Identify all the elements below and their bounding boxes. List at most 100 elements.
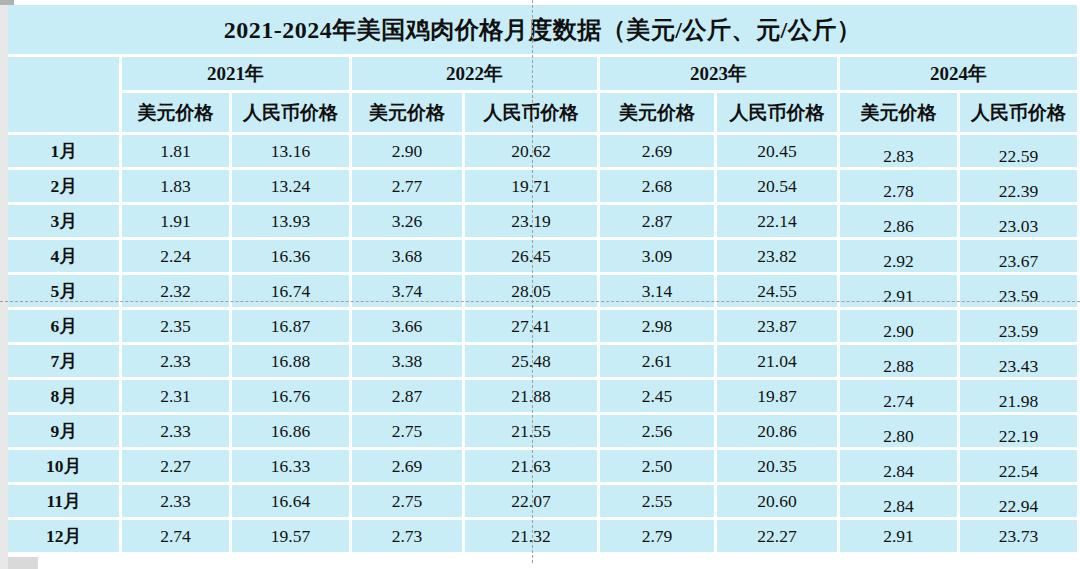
value-cell: 2.90	[840, 310, 957, 342]
value-cell: 22.14	[717, 205, 837, 237]
value-cell: 2.56	[600, 415, 714, 447]
price-type-header: 美元价格	[600, 93, 714, 132]
month-cell: 6月	[8, 310, 119, 342]
value-cell: 2.74	[122, 520, 229, 552]
sub-header-row: 美元价格 人民币价格 美元价格 人民币价格 美元价格 人民币价格 美元价格 人民…	[8, 93, 1077, 132]
month-cell: 2月	[8, 170, 119, 202]
value-cell: 2.84	[840, 450, 957, 482]
value-cell: 20.35	[717, 450, 837, 482]
value-cell: 21.32	[465, 520, 597, 552]
value-cell: 2.86	[840, 205, 957, 237]
value-cell: 2.77	[352, 170, 462, 202]
table-row: 11月 2.3316.642.7522.072.5520.602.8422.94	[8, 485, 1077, 517]
value-cell: 23.43	[960, 345, 1077, 377]
value-cell: 21.55	[465, 415, 597, 447]
value-cell: 2.61	[600, 345, 714, 377]
value-cell: 3.66	[352, 310, 462, 342]
value-cell: 22.27	[717, 520, 837, 552]
corner-cell	[8, 57, 119, 132]
value-cell: 2.98	[600, 310, 714, 342]
value-cell: 2.83	[840, 135, 957, 167]
value-cell: 2.74	[840, 380, 957, 412]
value-cell: 3.26	[352, 205, 462, 237]
value-cell: 2.80	[840, 415, 957, 447]
scrollbar-corner-notch	[8, 557, 38, 569]
value-cell: 22.39	[960, 170, 1077, 202]
value-cell: 22.07	[465, 485, 597, 517]
table-row: 12月 2.7419.572.7321.322.7922.272.9123.73	[8, 520, 1077, 552]
value-cell: 2.73	[352, 520, 462, 552]
value-cell: 2.69	[352, 450, 462, 482]
value-cell: 23.59	[960, 310, 1077, 342]
month-cell: 1月	[8, 135, 119, 167]
value-cell: 3.74	[352, 275, 462, 307]
value-cell: 3.68	[352, 240, 462, 272]
month-cell: 10月	[8, 450, 119, 482]
value-cell: 23.67	[960, 240, 1077, 272]
price-type-header: 美元价格	[840, 93, 957, 132]
value-cell: 23.59	[960, 275, 1077, 307]
value-cell: 21.63	[465, 450, 597, 482]
value-cell: 2.92	[840, 240, 957, 272]
year-header-2022: 2022年	[352, 57, 597, 90]
month-cell: 3月	[8, 205, 119, 237]
table-body: 1月 1.8113.162.9020.622.6920.452.8322.59 …	[8, 135, 1077, 552]
price-type-header: 人民币价格	[960, 93, 1077, 132]
value-cell: 22.94	[960, 485, 1077, 517]
value-cell: 3.38	[352, 345, 462, 377]
value-cell: 1.91	[122, 205, 229, 237]
year-header-2024: 2024年	[840, 57, 1077, 90]
value-cell: 2.79	[600, 520, 714, 552]
value-cell: 3.14	[600, 275, 714, 307]
value-cell: 2.91	[840, 520, 957, 552]
value-cell: 23.03	[960, 205, 1077, 237]
value-cell: 22.19	[960, 415, 1077, 447]
value-cell: 23.73	[960, 520, 1077, 552]
value-cell: 16.87	[232, 310, 349, 342]
value-cell: 23.19	[465, 205, 597, 237]
value-cell: 2.33	[122, 485, 229, 517]
month-cell: 12月	[8, 520, 119, 552]
value-cell: 20.54	[717, 170, 837, 202]
price-type-header: 人民币价格	[717, 93, 837, 132]
month-cell: 8月	[8, 380, 119, 412]
table-row: 10月 2.2716.332.6921.632.5020.352.8422.54	[8, 450, 1077, 482]
value-cell: 26.45	[465, 240, 597, 272]
value-cell: 2.69	[600, 135, 714, 167]
value-cell: 22.59	[960, 135, 1077, 167]
value-cell: 21.98	[960, 380, 1077, 412]
value-cell: 2.50	[600, 450, 714, 482]
chicken-price-table: 2021-2024年美国鸡肉价格月度数据（美元/公斤、元/公斤） 2021年 2…	[5, 2, 1080, 555]
value-cell: 2.87	[600, 205, 714, 237]
value-cell: 22.54	[960, 450, 1077, 482]
price-type-header: 人民币价格	[232, 93, 349, 132]
value-cell: 2.90	[352, 135, 462, 167]
table-title: 2021-2024年美国鸡肉价格月度数据（美元/公斤、元/公斤）	[8, 5, 1077, 54]
price-type-header: 美元价格	[352, 93, 462, 132]
price-table-sheet: 2021-2024年美国鸡肉价格月度数据（美元/公斤、元/公斤） 2021年 2…	[5, 2, 1080, 555]
value-cell: 2.33	[122, 415, 229, 447]
value-cell: 13.93	[232, 205, 349, 237]
month-cell: 4月	[8, 240, 119, 272]
year-header-row: 2021年 2022年 2023年 2024年	[8, 57, 1077, 90]
value-cell: 2.32	[122, 275, 229, 307]
value-cell: 2.91	[840, 275, 957, 307]
table-row: 1月 1.8113.162.9020.622.6920.452.8322.59	[8, 135, 1077, 167]
month-cell: 5月	[8, 275, 119, 307]
month-cell: 11月	[8, 485, 119, 517]
value-cell: 16.86	[232, 415, 349, 447]
year-header-2021: 2021年	[122, 57, 349, 90]
value-cell: 2.33	[122, 345, 229, 377]
value-cell: 21.88	[465, 380, 597, 412]
value-cell: 27.41	[465, 310, 597, 342]
value-cell: 2.31	[122, 380, 229, 412]
value-cell: 2.75	[352, 415, 462, 447]
value-cell: 20.45	[717, 135, 837, 167]
value-cell: 19.57	[232, 520, 349, 552]
value-cell: 2.68	[600, 170, 714, 202]
value-cell: 20.60	[717, 485, 837, 517]
table-row: 3月 1.9113.933.2623.192.8722.142.8623.03	[8, 205, 1077, 237]
value-cell: 3.09	[600, 240, 714, 272]
value-cell: 2.84	[840, 485, 957, 517]
value-cell: 16.74	[232, 275, 349, 307]
